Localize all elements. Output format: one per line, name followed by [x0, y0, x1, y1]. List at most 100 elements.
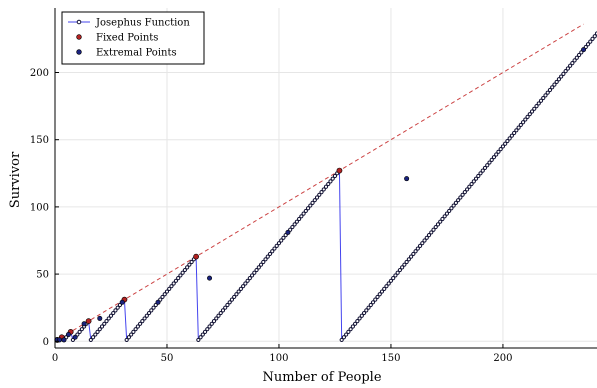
- josephus-point: [393, 273, 398, 278]
- josephus-point: [355, 319, 360, 324]
- josephus-point: [211, 319, 217, 324]
- josephus-point: [232, 294, 237, 300]
- josephus-point: [310, 200, 315, 205]
- josephus-point: [138, 321, 143, 326]
- josephus-point: [379, 289, 385, 294]
- josephus-point: [424, 235, 429, 240]
- josephus-point: [254, 267, 259, 273]
- josephus-point: [108, 313, 114, 318]
- josephus-point: [471, 179, 476, 184]
- josephus-point: [494, 152, 499, 157]
- y-tick-label: 50: [36, 270, 49, 281]
- josephus-point: [111, 310, 116, 316]
- josephus-point: [332, 173, 338, 179]
- josephus-point: [126, 335, 132, 340]
- josephus-point: [505, 138, 510, 144]
- josephus-point: [556, 77, 562, 82]
- fixed-point: [336, 167, 343, 174]
- josephus-point: [489, 157, 494, 162]
- x-axis-title: Number of People: [262, 370, 381, 385]
- josephus-point: [97, 327, 102, 332]
- josephus-point: [241, 284, 246, 289]
- josephus-point: [402, 262, 407, 267]
- josephus-point: [422, 238, 427, 243]
- josephus-point: [563, 69, 568, 74]
- josephus-point: [523, 117, 528, 122]
- plot-area: [54, 23, 597, 343]
- josephus-point: [458, 195, 463, 200]
- josephus-point: [384, 284, 389, 289]
- josephus-point: [415, 246, 420, 251]
- josephus-point: [258, 262, 264, 267]
- legend-box: [61, 11, 205, 65]
- josephus-point: [346, 329, 351, 334]
- josephus-point: [487, 160, 492, 165]
- josephus-point: [520, 120, 526, 125]
- josephus-point: [442, 214, 447, 219]
- josephus-point: [185, 265, 190, 270]
- josephus-point: [135, 324, 140, 329]
- josephus-point: [395, 270, 400, 275]
- josephus-point: [220, 308, 226, 313]
- y-tick-label: 150: [30, 135, 49, 146]
- josephus-point: [330, 176, 335, 181]
- josephus-point: [507, 136, 512, 141]
- josephus-point: [357, 316, 362, 321]
- josephus-point: [478, 171, 483, 176]
- josephus-point: [411, 251, 416, 257]
- josephus-point: [263, 257, 268, 262]
- josephus-point: [370, 300, 376, 305]
- josephus-point: [543, 93, 548, 98]
- josephus-point: [440, 216, 445, 222]
- josephus-point: [413, 249, 418, 254]
- josephus-point: [189, 259, 194, 265]
- legend-swatch-marker: [76, 34, 82, 40]
- josephus-point: [265, 254, 270, 259]
- extremal-point: [119, 299, 125, 305]
- extremal-point: [61, 337, 67, 343]
- josephus-point: [368, 302, 373, 308]
- josephus-point: [261, 259, 266, 265]
- josephus-point: [397, 267, 403, 273]
- josephus-point: [550, 85, 555, 90]
- legend: Josephus Function Fixed Points Extremal Po…: [61, 11, 205, 65]
- josephus-point: [406, 257, 411, 262]
- josephus-point: [460, 192, 465, 197]
- josephus-point: [151, 305, 156, 310]
- josephus-point: [249, 273, 255, 278]
- josephus-point: [270, 249, 275, 254]
- josephus-point: [518, 122, 523, 128]
- josephus-point: [169, 284, 174, 289]
- josephus-point: [359, 313, 364, 318]
- josephus-point: [344, 332, 349, 337]
- josephus-point: [525, 114, 530, 119]
- josephus-point: [256, 265, 261, 270]
- josephus-point: [218, 310, 223, 316]
- josephus-point: [433, 224, 438, 230]
- josephus-point: [236, 289, 241, 294]
- x-tick-label: 50: [161, 353, 174, 364]
- josephus-point: [247, 276, 252, 281]
- josephus-point: [496, 149, 501, 154]
- josephus-point: [512, 130, 517, 136]
- josephus-point: [180, 270, 185, 275]
- josephus-point: [514, 128, 519, 133]
- josephus-point: [590, 36, 595, 42]
- josephus-point: [77, 329, 82, 334]
- extremal-point: [155, 299, 161, 305]
- josephus-point: [570, 60, 575, 66]
- josephus-point: [585, 42, 591, 47]
- josephus-point: [429, 230, 434, 235]
- josephus-point: [321, 187, 326, 192]
- josephus-point: [588, 39, 593, 44]
- josephus-point: [140, 319, 145, 324]
- josephus-point: [198, 335, 203, 340]
- josephus-point: [299, 214, 304, 219]
- josephus-point: [209, 321, 214, 326]
- josephus-point: [498, 147, 503, 152]
- josephus-point: [404, 259, 409, 265]
- josephus-point: [400, 265, 405, 270]
- josephus-point: [572, 58, 577, 63]
- legend-label: Fixed Points: [96, 33, 158, 44]
- josephus-point: [473, 176, 479, 181]
